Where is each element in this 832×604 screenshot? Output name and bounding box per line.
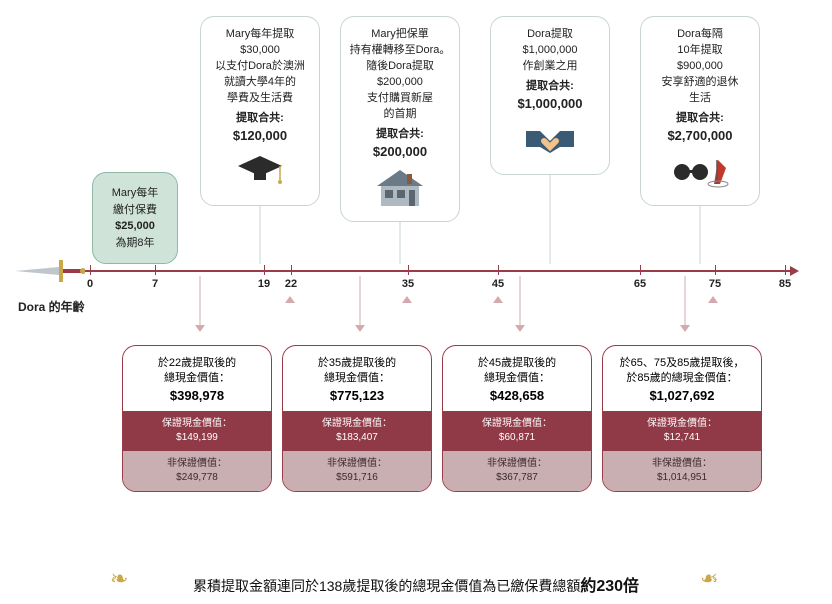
tick-label-7: 7	[152, 278, 158, 290]
handshake-icon	[499, 118, 601, 164]
premium-l3: 為期8年	[103, 235, 167, 252]
arrow-down-icon	[680, 325, 690, 332]
connector-stem	[400, 222, 401, 264]
nonguaranteed-row: 非保證價值：$1,014,951	[603, 451, 761, 491]
tick-label-85: 85	[779, 278, 791, 290]
card-head-value: $1,027,692	[609, 387, 755, 405]
tick-label-45: 45	[492, 278, 504, 290]
arrow-down-icon	[355, 325, 365, 332]
tick-label-75: 75	[709, 278, 721, 290]
arrow-up-icon	[285, 296, 295, 303]
withdrawal-desc: Dora每隔10年提取$900,000安享舒適的退休生活	[649, 27, 751, 107]
nonguaranteed-row: 非保證價值：$367,787	[443, 451, 591, 491]
withdrawal-desc: Dora提取$1,000,000作創業之用	[499, 27, 601, 75]
connector-stem	[700, 206, 701, 264]
grad-icon	[209, 149, 311, 195]
card-head-value: $428,658	[449, 387, 585, 405]
tick-label-35: 35	[402, 278, 414, 290]
arrow-up-icon	[402, 296, 412, 303]
arrow-down-icon	[515, 325, 525, 332]
card-stem	[685, 276, 686, 325]
card-head: 於35歲提取後的總現金價值：$775,123	[283, 346, 431, 411]
withdrawal-desc: Mary把保單持有權轉移至Dora。隨後Dora提取$200,000支付購買新屋…	[349, 27, 451, 123]
guaranteed-row: 保證現金價值：$149,199	[123, 411, 271, 451]
tick-label-65: 65	[634, 278, 646, 290]
value-card-2: 於45歲提取後的總現金價值：$428,658保證現金價值：$60,871非保證價…	[442, 345, 592, 492]
tick-0	[90, 265, 91, 275]
tick-label-22: 22	[285, 278, 297, 290]
tick-35	[408, 265, 409, 275]
withdrawal-total-value: $200,000	[349, 143, 451, 162]
retire-icon	[649, 149, 751, 195]
tick-label-0: 0	[87, 278, 93, 290]
withdrawal-total-label: 提取合共:	[499, 79, 601, 95]
tick-22	[291, 265, 292, 275]
value-card-1: 於35歲提取後的總現金價值：$775,123保證現金價值：$183,407非保證…	[282, 345, 432, 492]
card-head: 於65、75及85歲提取後，於85歲的總現金價值：$1,027,692	[603, 346, 761, 411]
summary-big: 約230倍	[580, 578, 639, 595]
card-stem	[520, 276, 521, 325]
arrow-up-icon	[708, 296, 718, 303]
withdrawal-total-label: 提取合共:	[649, 111, 751, 127]
arrow-up-icon	[493, 296, 503, 303]
arrow-down-icon	[195, 325, 205, 332]
tick-65	[640, 265, 641, 275]
guaranteed-row: 保證現金價值：$60,871	[443, 411, 591, 451]
tick-7	[155, 265, 156, 275]
card-head: 於45歲提取後的總現金價值：$428,658	[443, 346, 591, 411]
summary-text: 累積提取金額連同於138歲提取後的總現金價值為已繳保費總額約230倍	[0, 572, 832, 596]
connector-stem	[550, 175, 551, 264]
axis-label: Dora 的年齡	[18, 298, 85, 315]
tick-85	[785, 265, 786, 275]
card-stem	[200, 276, 201, 325]
withdrawal-box-0: Mary每年提取$30,000以支付Dora於澳洲就讀大學4年的學費及生活費提取…	[200, 16, 320, 206]
premium-l2: 繳付保費	[103, 202, 167, 219]
withdrawal-total-value: $120,000	[209, 127, 311, 146]
card-head: 於22歲提取後的總現金價值：$398,978	[123, 346, 271, 411]
card-head-value: $398,978	[129, 387, 265, 405]
premium-amount: $25,000	[103, 218, 167, 235]
value-card-0: 於22歲提取後的總現金價值：$398,978保證現金價值：$149,199非保證…	[122, 345, 272, 492]
sword-icon	[15, 256, 85, 291]
summary-pre: 累積提取金額連同於138歲提取後的總現金價值為已繳保費總額	[193, 578, 580, 594]
withdrawal-box-3: Dora每隔10年提取$900,000安享舒適的退休生活提取合共:$2,700,…	[640, 16, 760, 206]
guaranteed-row: 保證現金價值：$183,407	[283, 411, 431, 451]
nonguaranteed-row: 非保證價值：$249,778	[123, 451, 271, 491]
house-icon	[349, 165, 451, 211]
nonguaranteed-row: 非保證價值：$591,716	[283, 451, 431, 491]
withdrawal-box-2: Dora提取$1,000,000作創業之用提取合共:$1,000,000	[490, 16, 610, 175]
value-card-3: 於65、75及85歲提取後，於85歲的總現金價值：$1,027,692保證現金價…	[602, 345, 762, 492]
premium-box: Mary每年 繳付保費 $25,000 為期8年	[92, 172, 178, 264]
tick-label-19: 19	[258, 278, 270, 290]
withdrawal-total-label: 提取合共:	[209, 111, 311, 127]
withdrawal-total-value: $2,700,000	[649, 127, 751, 146]
guaranteed-row: 保證現金價值：$12,741	[603, 411, 761, 451]
timeline-line	[85, 270, 790, 272]
timeline-end-arrow	[790, 266, 799, 276]
card-head-value: $775,123	[289, 387, 425, 405]
connector-stem	[260, 206, 261, 264]
withdrawal-box-1: Mary把保單持有權轉移至Dora。隨後Dora提取$200,000支付購買新屋…	[340, 16, 460, 222]
premium-l1: Mary每年	[103, 185, 167, 202]
withdrawal-total-label: 提取合共:	[349, 127, 451, 143]
withdrawal-desc: Mary每年提取$30,000以支付Dora於澳洲就讀大學4年的學費及生活費	[209, 27, 311, 107]
tick-45	[498, 265, 499, 275]
card-stem	[360, 276, 361, 325]
tick-19	[264, 265, 265, 275]
withdrawal-total-value: $1,000,000	[499, 95, 601, 114]
tick-75	[715, 265, 716, 275]
